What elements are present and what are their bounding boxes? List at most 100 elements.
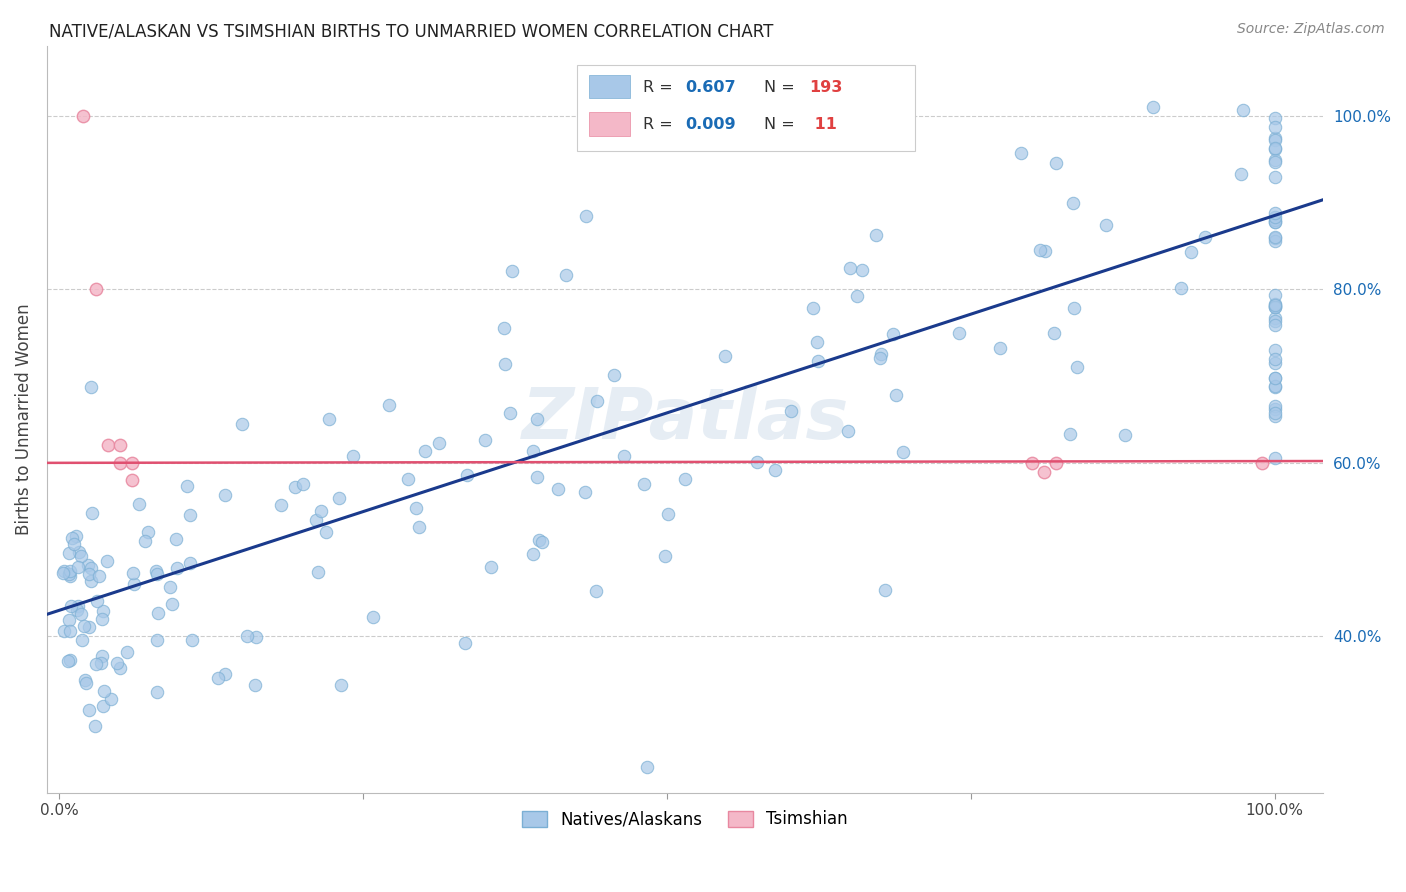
Point [1043,326,1066,340]
Point [1264,296,1286,310]
Point [58,624,80,639]
Point [948,326,970,340]
Point [77,620,100,634]
Point [96,554,118,568]
Text: 11: 11 [808,117,837,132]
Point [1264,133,1286,147]
Point [145,684,167,698]
Point [59,653,82,667]
Point [97,438,120,452]
Point [179,556,201,570]
Point [121,456,143,470]
Point [58,566,80,581]
Point [427,436,450,450]
Point [1264,215,1286,229]
Point [1059,427,1081,442]
Point [1194,230,1216,244]
Point [1114,427,1136,442]
Point [1264,314,1286,328]
Point [90,656,112,670]
Point [59,569,82,583]
Point [77,558,100,572]
Point [87,568,110,582]
Point [633,477,655,491]
Point [806,335,828,350]
Point [1264,399,1286,413]
Point [145,567,167,582]
Point [396,472,419,486]
Point [1029,244,1052,258]
Point [1264,371,1286,385]
Point [657,507,679,521]
Point [875,582,897,597]
Point [1232,103,1254,117]
Point [66,560,89,574]
Point [555,268,578,282]
Point [1032,465,1054,479]
Point [148,606,170,620]
Point [75,676,97,690]
Text: 193: 193 [808,79,842,95]
Point [990,341,1012,355]
Point [207,671,229,685]
Point [122,566,145,581]
Point [499,407,522,421]
Point [547,482,569,496]
Point [1033,244,1056,259]
Point [304,512,326,526]
Point [501,264,523,278]
Point [1010,145,1032,160]
Point [1264,142,1286,156]
Text: N =: N = [765,117,800,132]
Point [837,424,859,438]
Text: R =: R = [643,79,678,95]
Point [72,633,94,648]
Point [66,602,89,616]
Point [870,347,893,361]
Point [214,667,236,681]
Point [1264,111,1286,125]
Point [1264,120,1286,134]
Point [613,449,636,463]
Point [342,450,364,464]
Point [58,546,80,560]
Point [1264,230,1286,244]
Point [806,353,828,368]
Point [1095,219,1118,233]
Point [80,380,103,394]
Point [70,549,93,563]
Point [747,455,769,469]
Point [851,262,873,277]
Legend: Natives/Alaskans, Tsimshian: Natives/Alaskans, Tsimshian [515,802,856,837]
Point [91,604,114,618]
Point [72,109,94,123]
Point [1170,281,1192,295]
Point [329,678,352,692]
Point [66,599,89,614]
Point [67,545,90,559]
Point [654,549,676,563]
Point [105,657,128,671]
Text: 0.607: 0.607 [685,79,735,95]
Point [270,498,292,512]
Point [1264,298,1286,312]
Point [128,497,150,511]
Point [56,654,79,668]
Point [134,534,156,549]
Point [1264,451,1286,466]
Point [363,610,385,624]
Point [479,560,502,574]
Point [328,491,350,506]
Point [83,719,105,733]
Point [801,301,824,315]
Point [121,473,143,487]
Text: N =: N = [765,79,800,95]
Point [138,525,160,540]
Point [522,444,544,458]
Point [865,228,887,243]
Point [236,629,259,643]
Point [243,678,266,692]
Point [1264,371,1286,385]
Point [82,507,104,521]
Point [1264,213,1286,227]
